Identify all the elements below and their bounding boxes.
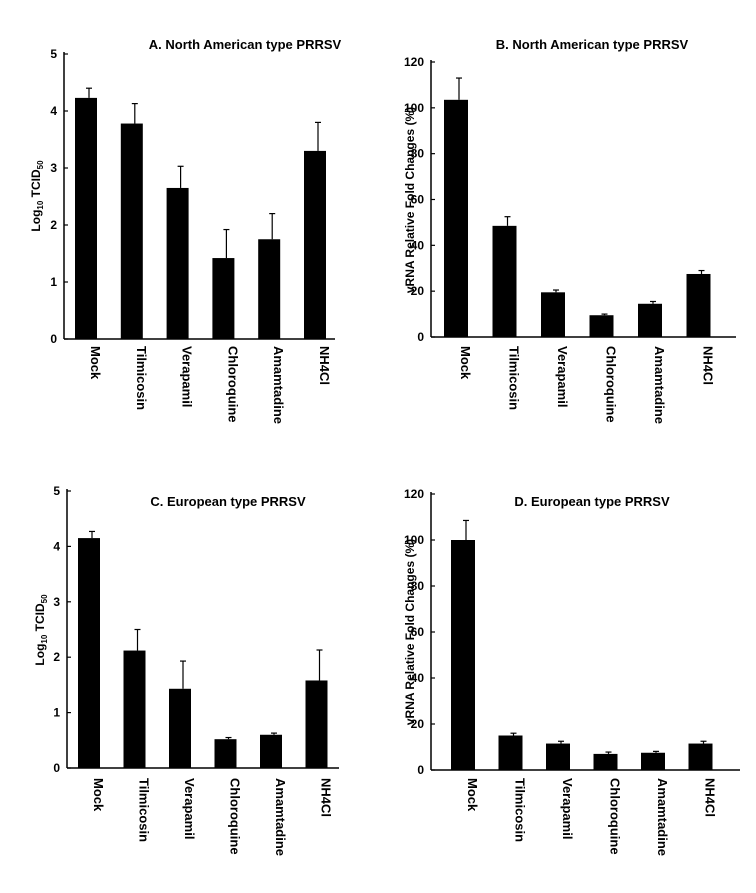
category-label: Chloroquine bbox=[604, 346, 619, 423]
chart-title: D. European type PRRSV bbox=[514, 494, 670, 509]
y-tick-label: 0 bbox=[417, 763, 424, 777]
category-label: NH4Cl bbox=[703, 778, 718, 817]
y-tick-label: 20 bbox=[411, 284, 425, 298]
chart-title: B. North American type PRRSV bbox=[496, 37, 689, 52]
category-label: NH4Cl bbox=[317, 346, 332, 385]
bar bbox=[304, 150, 326, 339]
y-axis-label-part: Log bbox=[29, 210, 43, 232]
chart-title: A. North American type PRRSV bbox=[149, 37, 342, 52]
bar bbox=[444, 99, 468, 337]
category-label: Amamtadine bbox=[273, 778, 288, 856]
category-label: Tilmicosin bbox=[134, 346, 149, 410]
bar bbox=[686, 273, 711, 337]
bar bbox=[214, 739, 237, 768]
y-tick-label: 2 bbox=[53, 650, 60, 664]
category-label: Mock bbox=[458, 346, 473, 380]
category-label: Amamtadine bbox=[652, 346, 667, 424]
category-label: NH4Cl bbox=[701, 346, 716, 385]
category-label: Amamtadine bbox=[655, 778, 670, 856]
bar bbox=[78, 538, 100, 768]
bar bbox=[498, 735, 523, 770]
panel-b: B. North American type PRRSV 0 20 40 60 80 100… bbox=[403, 37, 736, 424]
panel-d: D. European type PRRSV 0 20 40 60 80 100 120 vRN… bbox=[403, 487, 740, 856]
bar bbox=[120, 123, 143, 339]
bar bbox=[593, 753, 618, 770]
category-label: Verapamil bbox=[560, 778, 575, 839]
category-label: Chloroquine bbox=[608, 778, 623, 855]
y-tick-label: 80 bbox=[411, 147, 425, 161]
y-axis-label-subscript: 50 bbox=[36, 160, 45, 169]
y-tick-label: 60 bbox=[411, 193, 425, 207]
bar bbox=[305, 680, 328, 768]
y-axis-label: Log10 TCID50 bbox=[29, 160, 45, 232]
category-label: Mock bbox=[465, 778, 480, 812]
y-tick-label: 4 bbox=[50, 104, 57, 118]
bar bbox=[75, 97, 97, 339]
chart-title: C. European type PRRSV bbox=[150, 494, 306, 509]
y-tick-label: 3 bbox=[50, 161, 57, 175]
y-tick-label: 2 bbox=[50, 218, 57, 232]
panel-c: C. European type PRRSV 0 1 2 3 4 5 Log10 TCID50… bbox=[33, 484, 339, 856]
category-label: Verapamil bbox=[182, 778, 197, 839]
y-tick-label: 1 bbox=[50, 275, 57, 289]
bar bbox=[638, 303, 662, 337]
y-tick-label: 40 bbox=[411, 238, 425, 252]
y-axis-label-subscript: 10 bbox=[40, 634, 49, 643]
bar bbox=[589, 315, 614, 337]
category-label: Verapamil bbox=[180, 346, 195, 407]
bar bbox=[260, 734, 282, 768]
bar bbox=[541, 292, 565, 337]
bar bbox=[212, 258, 235, 339]
bar bbox=[166, 187, 189, 339]
y-tick-label: 3 bbox=[53, 595, 60, 609]
y-axis-label: vRNA Relative Fold Changes (%) bbox=[403, 107, 417, 293]
y-axis-label-part: TCID bbox=[33, 603, 47, 635]
bar bbox=[546, 743, 570, 770]
y-tick-label: 20 bbox=[411, 717, 425, 731]
y-tick-label: 40 bbox=[411, 671, 425, 685]
y-tick-label: 0 bbox=[50, 332, 57, 346]
category-label: Mock bbox=[88, 346, 103, 380]
y-tick-label: 0 bbox=[53, 761, 60, 775]
category-label: Mock bbox=[91, 778, 106, 812]
y-tick-label: 0 bbox=[417, 330, 424, 344]
y-axis-label-part: Log bbox=[33, 644, 47, 666]
category-label: Tilmicosin bbox=[137, 778, 152, 842]
category-label: Chloroquine bbox=[228, 778, 243, 855]
y-axis-label-subscript: 10 bbox=[36, 200, 45, 209]
bar bbox=[451, 540, 475, 770]
category-label: Chloroquine bbox=[225, 346, 240, 423]
y-axis-label-part: TCID bbox=[29, 169, 43, 201]
y-axis-label: vRNA Relative Fold Changes (%) bbox=[403, 539, 417, 725]
bar bbox=[688, 743, 713, 770]
bar bbox=[258, 239, 281, 339]
bar bbox=[492, 225, 517, 337]
category-label: Verapamil bbox=[555, 346, 570, 407]
y-tick-label: 120 bbox=[404, 55, 424, 69]
y-tick-label: 60 bbox=[411, 625, 425, 639]
y-tick-label: 80 bbox=[411, 579, 425, 593]
y-tick-label: 5 bbox=[50, 47, 57, 61]
category-label: Amamtadine bbox=[271, 346, 286, 424]
panel-a: A. North American type PRRSV 0 1 2 3 4 5 Log10 … bbox=[29, 37, 342, 424]
y-axis-label-subscript: 50 bbox=[40, 594, 49, 603]
y-tick-label: 5 bbox=[53, 484, 60, 498]
y-tick-label: 100 bbox=[404, 101, 424, 115]
y-tick-label: 1 bbox=[53, 706, 60, 720]
bar bbox=[169, 688, 191, 768]
category-label: NH4Cl bbox=[319, 778, 334, 817]
category-label: Tilmicosin bbox=[513, 778, 528, 842]
bar bbox=[641, 752, 665, 770]
y-tick-label: 100 bbox=[404, 533, 424, 547]
y-tick-label: 120 bbox=[404, 487, 424, 501]
y-tick-label: 4 bbox=[53, 539, 60, 553]
bar bbox=[123, 650, 146, 768]
y-axis-label: Log10 TCID50 bbox=[33, 594, 49, 666]
category-label: Tilmicosin bbox=[507, 346, 522, 410]
